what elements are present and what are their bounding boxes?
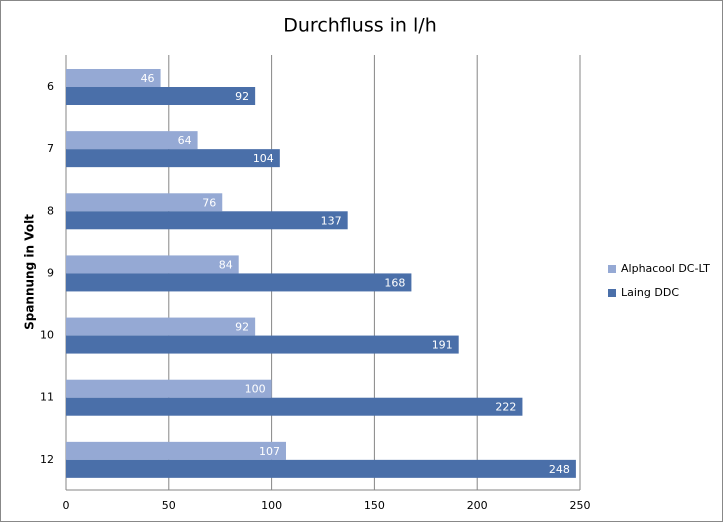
value-label: 84	[219, 258, 233, 271]
value-label: 168	[384, 276, 405, 289]
bar	[66, 255, 239, 274]
value-label: 64	[178, 134, 192, 147]
x-tick-label: 200	[467, 499, 488, 512]
legend-label: Laing DDC	[621, 286, 679, 299]
x-tick-label: 100	[261, 499, 282, 512]
bar	[66, 335, 459, 354]
y-tick-label: 6	[47, 80, 54, 93]
bar	[66, 211, 348, 230]
chart-title: Durchfluss in l/h	[283, 15, 436, 37]
y-axis-label: Spannung in Volt	[23, 214, 37, 330]
y-tick-label: 9	[47, 266, 54, 279]
value-label: 92	[235, 90, 249, 103]
value-label: 137	[321, 214, 342, 227]
value-label: 92	[235, 321, 249, 334]
y-tick-label: 7	[47, 142, 54, 155]
bar	[66, 69, 161, 87]
legend-swatch	[608, 289, 616, 297]
x-tick-label: 50	[162, 499, 176, 512]
y-tick-label: 10	[40, 329, 54, 342]
value-label: 191	[432, 339, 453, 352]
bar	[66, 379, 272, 398]
bar	[66, 317, 256, 336]
value-label: 100	[245, 383, 266, 396]
x-tick-label: 0	[63, 499, 70, 512]
value-label: 76	[202, 196, 216, 209]
value-label: 222	[495, 401, 516, 414]
legend-swatch	[608, 265, 616, 273]
value-label: 104	[253, 152, 274, 165]
bar	[66, 397, 523, 416]
x-tick-label: 150	[364, 499, 385, 512]
bar	[66, 87, 256, 105]
bar	[66, 273, 412, 292]
legend-label: Alphacool DC-LT	[621, 262, 710, 275]
bar	[66, 193, 223, 212]
value-label: 46	[141, 72, 155, 85]
value-label: 107	[259, 445, 280, 458]
y-tick-label: 8	[47, 204, 54, 217]
y-tick-label: 12	[40, 453, 54, 466]
value-label: 248	[549, 463, 570, 476]
bar	[66, 149, 280, 168]
bar	[66, 459, 576, 478]
bar	[66, 441, 286, 460]
y-tick-label: 11	[40, 391, 54, 404]
x-tick-label: 250	[570, 499, 591, 512]
bar	[66, 131, 198, 150]
